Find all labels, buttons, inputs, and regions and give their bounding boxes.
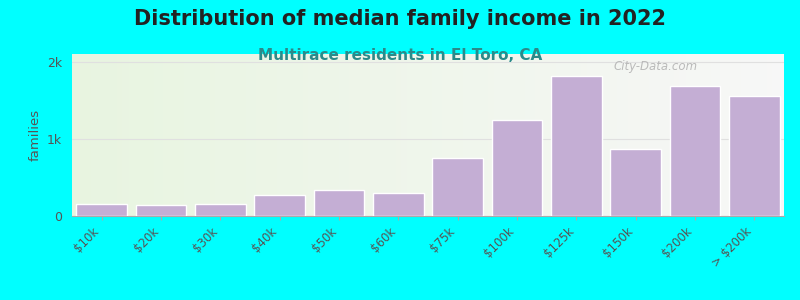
- Bar: [254, 195, 305, 216]
- Bar: [373, 193, 423, 216]
- Text: City-Data.com: City-Data.com: [613, 61, 698, 74]
- Bar: [551, 76, 602, 216]
- Bar: [77, 204, 127, 216]
- Y-axis label: families: families: [29, 109, 42, 161]
- Bar: [136, 205, 186, 216]
- Bar: [433, 158, 483, 216]
- Bar: [195, 204, 246, 216]
- Bar: [314, 190, 364, 216]
- Bar: [492, 120, 542, 216]
- Bar: [729, 96, 779, 216]
- Text: Multirace residents in El Toro, CA: Multirace residents in El Toro, CA: [258, 48, 542, 63]
- Bar: [610, 149, 661, 216]
- Text: Distribution of median family income in 2022: Distribution of median family income in …: [134, 9, 666, 29]
- Bar: [670, 86, 720, 216]
